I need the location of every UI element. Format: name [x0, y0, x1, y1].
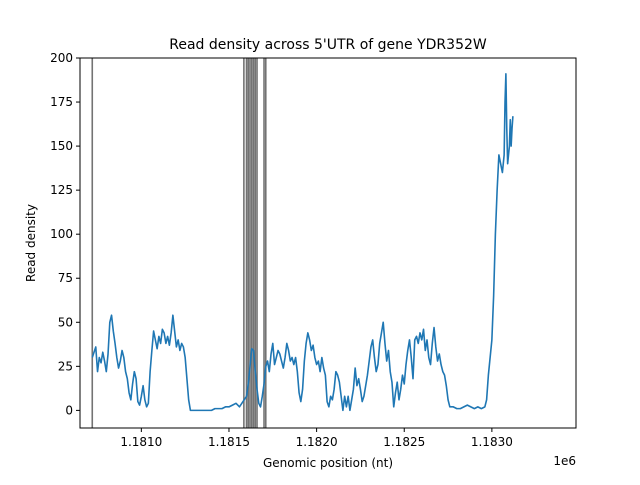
y-tick-label: 50 — [58, 315, 73, 329]
x-tick-label: 1.1810 — [120, 435, 162, 449]
series-group — [91, 73, 514, 412]
series-line-read-density — [91, 73, 514, 412]
x-tick-label: 1.1825 — [383, 435, 425, 449]
x-axis-label: Genomic position (nt) — [263, 456, 393, 470]
x-tick-label: 1.1820 — [296, 435, 338, 449]
y-tick-label: 0 — [65, 403, 73, 417]
y-tick-label: 25 — [58, 359, 73, 373]
y-tick-label: 150 — [50, 139, 73, 153]
axes-frame — [79, 57, 577, 429]
plot-area — [79, 57, 577, 429]
y-tick-label: 100 — [50, 227, 73, 241]
y-axis: 0 25 50 75 100 125 150 175 200 — [50, 51, 80, 417]
x-tick-label: 1.1815 — [208, 435, 250, 449]
x-axis-offset-label: 1e6 — [553, 454, 576, 468]
y-tick-label: 75 — [58, 271, 73, 285]
chart-title: Read density across 5'UTR of gene YDR352… — [169, 37, 487, 53]
x-tick-label: 1.1830 — [471, 435, 513, 449]
y-tick-label: 200 — [50, 51, 73, 65]
y-tick-label: 125 — [50, 183, 73, 197]
position-markers — [91, 58, 267, 428]
y-tick-label: 175 — [50, 95, 73, 109]
y-axis-label: Read density — [24, 204, 38, 282]
x-axis: 1.1810 1.1815 1.1820 1.1825 1.1830 — [120, 428, 513, 449]
